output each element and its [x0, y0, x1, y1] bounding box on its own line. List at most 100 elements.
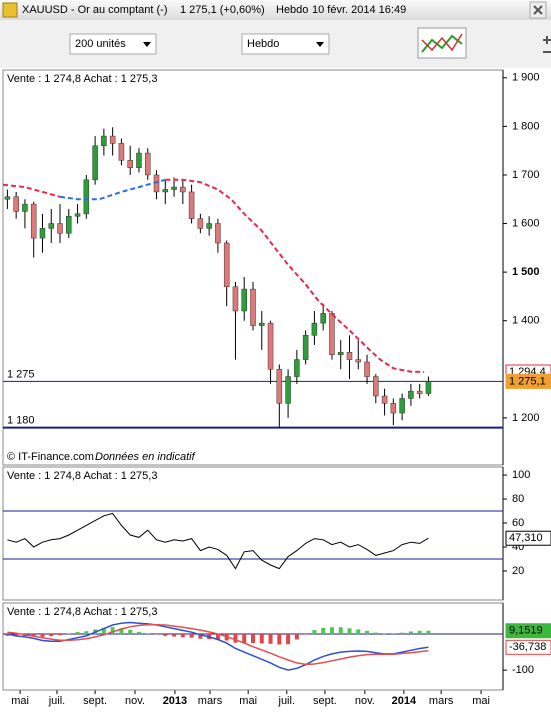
- panel: [2, 466, 504, 601]
- candle-body: [416, 390, 423, 394]
- y-tick-label: 1 700: [512, 169, 540, 181]
- histogram-bar: [198, 634, 203, 639]
- histogram-bar: [356, 629, 361, 635]
- x-tick-label: mai: [239, 695, 257, 707]
- x-tick-label: juil.: [48, 695, 66, 707]
- histogram-bar: [110, 627, 115, 635]
- candle-body: [302, 335, 309, 360]
- candle-body: [180, 186, 186, 193]
- y-tick-label: 60: [512, 517, 524, 529]
- side-icons[interactable]: [543, 36, 551, 53]
- value-label: 47,310: [509, 532, 543, 544]
- candle-body: [57, 223, 63, 234]
- indicator-button[interactable]: [417, 27, 467, 59]
- histogram-bar: [75, 631, 80, 635]
- candle-body: [171, 186, 177, 190]
- candle-body: [373, 376, 379, 397]
- candle-body: [267, 322, 274, 370]
- macd-line: [7, 621, 429, 671]
- candle-body: [294, 359, 300, 377]
- histogram-bar: [119, 628, 124, 635]
- candle-body: [162, 189, 169, 193]
- histogram-bar: [189, 634, 194, 638]
- app-icon: [2, 2, 18, 18]
- histogram-bar: [84, 631, 89, 635]
- histogram-bar: [259, 634, 264, 644]
- histogram-bar: [400, 632, 405, 635]
- candle-body: [118, 143, 125, 161]
- candle-body: [311, 322, 318, 336]
- units-value: 200 unités: [75, 38, 126, 50]
- candle-body: [337, 352, 344, 355]
- close-button[interactable]: [529, 1, 547, 19]
- y-tick-label: 1 900: [512, 72, 540, 84]
- candle-body: [320, 313, 326, 324]
- candle-body: [408, 390, 414, 399]
- candle-body: [215, 223, 221, 244]
- quote: 1 275,1 (+0,60%): [180, 4, 265, 16]
- histogram-bar: [145, 633, 150, 635]
- histogram-bar: [31, 634, 36, 637]
- y-tick-label: 1 800: [512, 120, 540, 132]
- candle-body: [92, 145, 98, 181]
- histogram-bar: [215, 634, 220, 640]
- x-tick-label: nov.: [125, 695, 145, 707]
- moving-average: [165, 178, 425, 373]
- value-label: 9,1519: [509, 625, 543, 637]
- period-dropdown[interactable]: [241, 33, 330, 55]
- candle-body: [250, 288, 256, 326]
- histogram-bar: [180, 634, 185, 638]
- y-tick-label: 80: [512, 493, 524, 505]
- candle-body: [66, 215, 72, 234]
- macd-line: [7, 623, 429, 666]
- histogram-bar: [251, 634, 255, 644]
- histogram-bar: [426, 630, 431, 635]
- y-tick-label: 1 600: [512, 217, 540, 229]
- value-label: -36,738: [509, 641, 546, 653]
- x-tick-label: mars: [429, 695, 454, 707]
- panel-header: Vente : 1 274,8 Achat : 1 275,3: [7, 73, 157, 85]
- value-box: [505, 530, 551, 546]
- histogram-bar: [136, 631, 141, 635]
- x-tick-label: mars: [198, 695, 223, 707]
- histogram-bar: [329, 627, 334, 635]
- histogram-bar: [408, 631, 413, 635]
- y-tick-label: 1 200: [512, 412, 540, 424]
- candle-body: [399, 398, 405, 414]
- histogram-bar: [233, 634, 238, 643]
- x-tick-label: nov.: [355, 695, 375, 707]
- histogram-bar: [268, 634, 273, 644]
- candle-body: [390, 403, 397, 414]
- candle-body: [355, 359, 362, 363]
- candle-body: [206, 223, 212, 229]
- x-tick-label: juil.: [278, 695, 296, 707]
- candle-body: [136, 152, 142, 168]
- histogram-bar: [373, 632, 378, 635]
- rsi-line: [7, 512, 429, 570]
- candle-body: [4, 196, 11, 200]
- candle-body: [197, 218, 204, 229]
- period-value: Hebdo: [247, 38, 279, 50]
- value-box: [505, 623, 551, 639]
- x-tick-label: sept.: [83, 695, 107, 707]
- candle-body: [425, 381, 432, 394]
- histogram-bar: [66, 633, 71, 635]
- histogram-bar: [277, 634, 282, 645]
- x-tick-label: sept.: [313, 695, 337, 707]
- candle-body: [381, 395, 388, 404]
- candle-body: [241, 288, 247, 312]
- histogram-bar: [294, 634, 299, 640]
- panel-header: Vente : 1 274,8 Achat : 1 275,3: [7, 606, 157, 618]
- histogram-bar: [286, 634, 291, 645]
- period: Hebdo: [276, 4, 308, 16]
- units-dropdown[interactable]: [69, 33, 157, 55]
- histogram-bar: [365, 630, 370, 635]
- candle-body: [223, 242, 230, 287]
- candle-body: [13, 196, 19, 212]
- histogram-bar: [101, 627, 106, 635]
- candle-body: [127, 160, 133, 168]
- histogram-bar: [347, 628, 352, 635]
- level-label: 1 180: [7, 414, 35, 426]
- histogram-bar: [242, 634, 247, 644]
